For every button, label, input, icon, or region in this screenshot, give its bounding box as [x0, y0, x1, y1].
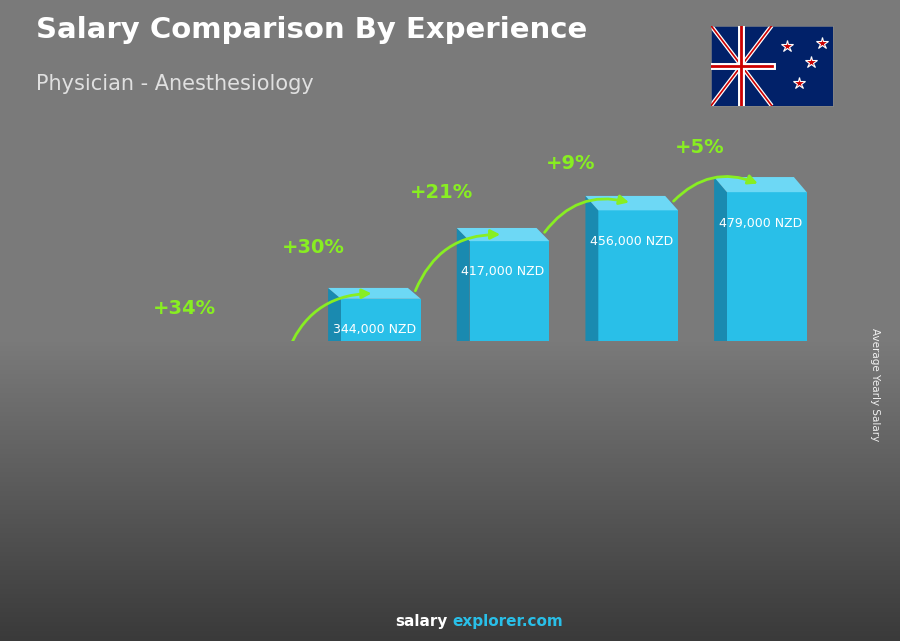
Text: explorer.com: explorer.com	[453, 615, 563, 629]
Polygon shape	[328, 288, 420, 299]
Text: Average Yearly Salary: Average Yearly Salary	[869, 328, 880, 441]
Text: +9%: +9%	[546, 154, 596, 174]
Text: 417,000 NZD: 417,000 NZD	[462, 265, 544, 278]
Text: +21%: +21%	[410, 183, 473, 202]
Text: +34%: +34%	[153, 299, 216, 318]
Polygon shape	[457, 228, 549, 241]
Polygon shape	[585, 196, 598, 570]
Polygon shape	[341, 299, 420, 570]
Polygon shape	[328, 288, 341, 570]
Text: Physician - Anesthesiology: Physician - Anesthesiology	[36, 74, 314, 94]
Polygon shape	[84, 415, 164, 570]
Text: 456,000 NZD: 456,000 NZD	[590, 235, 673, 247]
Text: 197,000 NZD: 197,000 NZD	[33, 442, 116, 454]
Polygon shape	[714, 177, 806, 192]
Text: salary: salary	[395, 615, 447, 629]
Polygon shape	[71, 409, 84, 570]
Polygon shape	[200, 353, 212, 570]
Polygon shape	[585, 196, 678, 210]
Text: 265,000 NZD: 265,000 NZD	[204, 385, 287, 399]
Polygon shape	[598, 210, 678, 570]
Text: 344,000 NZD: 344,000 NZD	[333, 323, 416, 336]
Polygon shape	[714, 177, 727, 570]
Polygon shape	[470, 241, 549, 570]
Polygon shape	[457, 228, 470, 570]
Polygon shape	[71, 409, 164, 415]
Text: +5%: +5%	[674, 138, 725, 158]
Polygon shape	[212, 361, 292, 570]
Polygon shape	[727, 192, 806, 570]
Polygon shape	[200, 353, 292, 361]
Text: +30%: +30%	[282, 238, 345, 258]
Text: Salary Comparison By Experience: Salary Comparison By Experience	[36, 16, 587, 44]
Text: 479,000 NZD: 479,000 NZD	[719, 217, 802, 229]
